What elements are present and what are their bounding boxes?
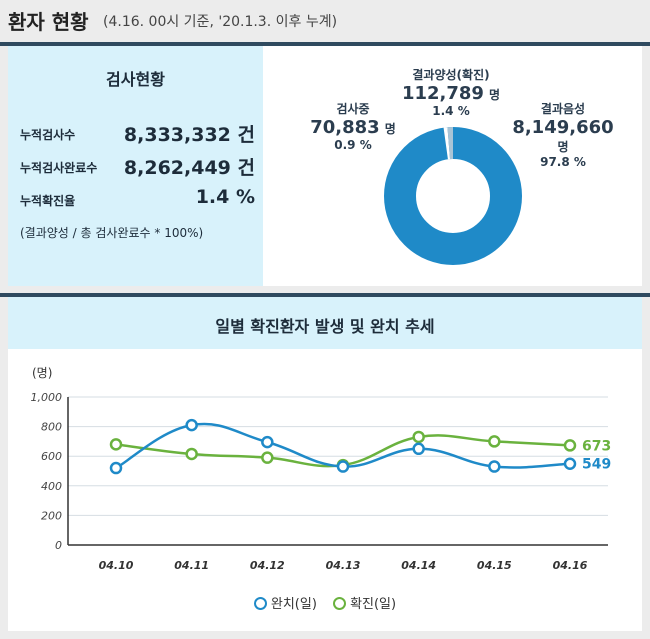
data-point[interactable]	[412, 442, 425, 456]
negative-pct: 97.8 %	[540, 155, 586, 169]
positive-unit: 명	[489, 88, 501, 102]
y-axis-label: (명)	[32, 366, 52, 380]
chart-title: 일별 확진환자 발생 및 완치 추세	[215, 317, 435, 336]
donut-label-positive: 결과양성(확진) 112,789 명 1.4 %	[391, 66, 511, 118]
legend-item-recovered[interactable]: 완치(일)	[253, 593, 317, 612]
header: 환자 현황 (4.16. 00시 기준, '20.1.3. 이후 누계)	[0, 0, 650, 42]
data-point[interactable]	[185, 447, 198, 461]
donut-slice-negative	[384, 127, 522, 265]
result-donut-area: 결과양성(확진) 112,789 명 1.4 % 검사중 70,883 명 0.…	[263, 46, 642, 286]
daily-trend-panel: 일별 확진환자 발생 및 완치 추세 (명) 0 200 400 600 800 1,000…	[8, 297, 642, 631]
stat-label: 누적검사완료수	[20, 161, 98, 175]
testing-name: 검사중	[336, 102, 370, 116]
end-value-label: 673	[582, 438, 611, 454]
x-tick-label: 04.13	[326, 559, 361, 572]
legend-label: 확진(일)	[350, 597, 397, 612]
data-point[interactable]	[563, 439, 577, 452]
positive-pct: 1.4 %	[432, 104, 470, 118]
data-point[interactable]	[261, 435, 274, 449]
x-tick-label: 04.12	[250, 559, 285, 572]
data-point[interactable]	[336, 460, 350, 473]
negative-count: 8,149,660	[512, 117, 614, 138]
test-stats-box: 검사현황 누적검사수 8,333,332 건 누적검사완료수 8,262,449…	[8, 46, 263, 286]
page-subtitle: (4.16. 00시 기준, '20.1.3. 이후 누계)	[103, 14, 338, 30]
donut-label-testing: 검사중 70,883 명 0.9 %	[308, 100, 398, 152]
section-divider	[0, 293, 650, 297]
x-tick-label: 04.10	[99, 559, 134, 572]
chart-legend: 완치(일) 확진(일)	[8, 593, 642, 612]
y-tick-label: 400	[41, 480, 62, 493]
stat-row-completed-tests: 누적검사완료수 8,262,449 건	[20, 153, 255, 179]
end-value-label: 549	[582, 457, 611, 473]
y-tick-label: 1,000	[31, 391, 63, 404]
data-point[interactable]	[261, 451, 274, 464]
x-tick-label: 04.14	[401, 559, 436, 572]
donut-slice-positive	[384, 127, 522, 265]
stats-title: 검사현황	[106, 70, 165, 89]
x-tick-label: 04.11	[174, 559, 209, 572]
test-status-panel: 검사현황 누적검사수 8,333,332 건 누적검사완료수 8,262,449…	[8, 46, 642, 286]
positive-name: 결과양성(확진)	[412, 68, 490, 82]
y-tick-label: 0	[55, 539, 62, 552]
data-point[interactable]	[109, 461, 123, 475]
data-point[interactable]	[109, 438, 123, 451]
testing-unit: 명	[384, 122, 396, 136]
stat-row-total-tests: 누적검사수 8,333,332 건	[20, 120, 255, 146]
positive-count: 112,789	[401, 83, 484, 104]
stat-value: 1.4 %	[195, 186, 255, 208]
stat-label: 누적확진율	[20, 194, 76, 208]
legend-label: 완치(일)	[270, 597, 317, 612]
y-tick-label: 800	[41, 421, 62, 434]
negative-unit: 명	[557, 140, 569, 154]
testing-count: 70,883	[310, 117, 380, 138]
donut-label-negative: 결과음성 8,149,660 명 97.8 %	[508, 100, 618, 169]
negative-name: 결과음성	[540, 102, 586, 116]
page-title: 환자 현황	[8, 10, 89, 34]
x-tick-label: 04.15	[477, 559, 512, 572]
data-point[interactable]	[563, 457, 577, 470]
result-donut-chart	[384, 127, 522, 265]
stat-row-positive-rate: 누적확진율 1.4 %	[20, 186, 255, 210]
legend-marker-icon	[333, 597, 347, 610]
stat-label: 누적검사수	[20, 128, 76, 142]
y-tick-label: 200	[41, 509, 62, 522]
stat-value: 8,262,449 건	[123, 157, 255, 179]
daily-trend-line-chart: (명) 0 200 400 600 800 1,000 04.10 04.11 04.12 04.1…	[31, 366, 612, 572]
x-tick-label: 04.16	[553, 559, 588, 572]
stat-formula-note: (결과양성 / 총 검사완료수 * 100%)	[20, 226, 204, 240]
chart-title-bar: 일별 확진환자 발생 및 완치 추세	[8, 297, 642, 349]
data-point[interactable]	[488, 435, 501, 448]
data-point[interactable]	[488, 460, 501, 473]
legend-item-confirmed[interactable]: 확진(일)	[333, 593, 396, 612]
data-point[interactable]	[412, 430, 425, 444]
data-point[interactable]	[185, 418, 198, 432]
legend-marker-icon	[253, 597, 267, 610]
stat-value: 8,333,332 건	[123, 124, 255, 146]
testing-pct: 0.9 %	[334, 138, 372, 152]
y-tick-label: 600	[41, 450, 62, 463]
header-divider	[0, 42, 650, 46]
